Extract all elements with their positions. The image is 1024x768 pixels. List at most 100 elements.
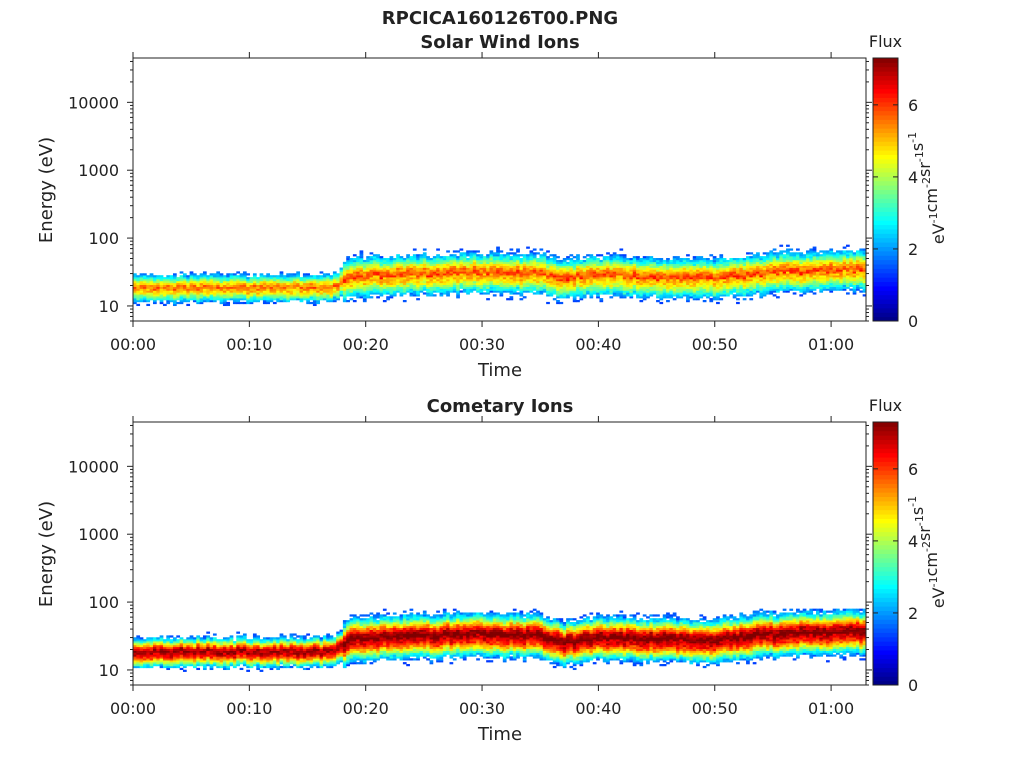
heatmap-cell bbox=[339, 267, 344, 270]
heatmap-cell bbox=[826, 269, 830, 272]
heatmap-cell bbox=[582, 273, 587, 276]
heatmap-cell bbox=[419, 269, 424, 272]
heatmap-cell bbox=[202, 664, 207, 667]
heatmap-cell bbox=[596, 282, 600, 286]
heatmap-cell bbox=[133, 660, 137, 663]
heatmap-cell bbox=[636, 277, 640, 280]
heatmap-cell bbox=[619, 292, 624, 295]
heatmap-cell bbox=[466, 273, 470, 276]
heatmap-cell bbox=[699, 259, 704, 263]
heatmap-cell bbox=[139, 658, 144, 661]
heatmap-cell bbox=[749, 267, 754, 270]
heatmap-cell bbox=[652, 280, 657, 284]
heatmap-cell bbox=[792, 267, 797, 270]
heatmap-cell bbox=[809, 267, 814, 270]
heatmap-cell bbox=[432, 294, 437, 297]
heatmap-cell bbox=[842, 273, 847, 276]
heatmap-cell bbox=[696, 267, 700, 270]
heatmap-cell bbox=[189, 280, 194, 284]
heatmap-cell bbox=[226, 301, 231, 305]
heatmap-cell bbox=[799, 263, 804, 266]
heatmap-cell bbox=[659, 286, 664, 289]
heatmap-cell bbox=[192, 286, 197, 289]
heatmap-cell bbox=[316, 275, 320, 278]
heatmap-cell bbox=[209, 660, 214, 663]
heatmap-cell bbox=[212, 641, 217, 644]
heatmap-cell bbox=[326, 277, 330, 280]
heatmap-cell bbox=[702, 259, 707, 263]
heatmap-cell bbox=[676, 261, 680, 265]
heatmap-cell bbox=[819, 286, 824, 289]
heatmap-cell bbox=[862, 271, 867, 274]
heatmap-cell bbox=[426, 288, 430, 291]
heatmap-cell bbox=[196, 664, 201, 667]
heatmap-cell bbox=[742, 259, 747, 263]
heatmap-cell bbox=[446, 273, 450, 276]
heatmap-cell bbox=[519, 258, 524, 261]
colorbar-segment bbox=[873, 215, 898, 221]
heatmap-cell bbox=[432, 282, 437, 286]
heatmap-cell bbox=[782, 273, 787, 276]
heatmap-cell bbox=[169, 646, 174, 650]
heatmap-cell bbox=[759, 282, 764, 286]
heatmap-cell bbox=[769, 271, 774, 274]
heatmap-cell bbox=[222, 667, 227, 671]
heatmap-cell bbox=[256, 298, 261, 301]
heatmap-cell bbox=[636, 296, 640, 299]
heatmap-cell bbox=[222, 300, 227, 303]
heatmap-cell bbox=[719, 265, 724, 268]
heatmap-cell bbox=[512, 286, 517, 289]
heatmap-cell bbox=[792, 284, 797, 287]
heatmap-cell bbox=[569, 254, 574, 257]
heatmap-cell bbox=[212, 282, 217, 286]
colorbar-segment bbox=[873, 294, 898, 300]
heatmap-cell bbox=[689, 265, 694, 268]
heatmap-cell bbox=[726, 275, 730, 278]
heatmap-cell bbox=[339, 279, 344, 282]
heatmap-cell bbox=[622, 259, 627, 263]
heatmap-cell bbox=[199, 296, 204, 299]
heatmap-cell bbox=[156, 286, 161, 289]
heatmap-cell bbox=[346, 273, 350, 276]
heatmap-cell bbox=[826, 263, 830, 266]
heatmap-cell bbox=[839, 273, 844, 276]
heatmap-cell bbox=[442, 258, 447, 261]
heatmap-cell bbox=[219, 300, 224, 303]
heatmap-cell bbox=[722, 275, 727, 278]
heatmap-cell bbox=[449, 284, 454, 287]
heatmap-cell bbox=[182, 300, 187, 303]
heatmap-cell bbox=[382, 258, 387, 261]
heatmap-cell bbox=[182, 296, 187, 299]
heatmap-cell bbox=[146, 286, 151, 289]
heatmap-cell bbox=[806, 269, 810, 272]
heatmap-cell bbox=[636, 256, 640, 259]
heatmap-cell bbox=[796, 269, 800, 272]
heatmap-cell bbox=[219, 298, 224, 301]
heatmap-cell bbox=[133, 662, 137, 665]
heatmap-cell bbox=[196, 298, 201, 301]
heatmap-cell bbox=[259, 290, 264, 293]
heatmap-cell bbox=[612, 273, 617, 276]
heatmap-cell bbox=[492, 267, 497, 270]
heatmap-cell bbox=[143, 284, 147, 287]
heatmap-cell bbox=[692, 286, 697, 289]
heatmap-cell bbox=[492, 271, 497, 274]
heatmap-cell bbox=[192, 282, 197, 286]
heatmap-cell bbox=[792, 292, 797, 295]
heatmap-cell bbox=[312, 292, 317, 295]
heatmap-cell bbox=[196, 288, 201, 291]
heatmap-cell bbox=[339, 280, 344, 284]
heatmap-cell bbox=[289, 273, 294, 276]
heatmap-cell bbox=[426, 277, 430, 280]
heatmap-cell bbox=[749, 258, 754, 261]
heatmap-cell bbox=[719, 277, 724, 280]
heatmap-cell bbox=[232, 664, 237, 667]
heatmap-cell bbox=[316, 279, 320, 282]
heatmap-cell bbox=[782, 282, 787, 286]
heatmap-cell bbox=[789, 288, 794, 291]
heatmap-cell bbox=[219, 284, 224, 287]
heatmap-cell bbox=[292, 290, 297, 293]
heatmap-cell bbox=[859, 277, 864, 280]
heatmap-cell bbox=[229, 635, 234, 638]
heatmap-cell bbox=[176, 277, 181, 280]
